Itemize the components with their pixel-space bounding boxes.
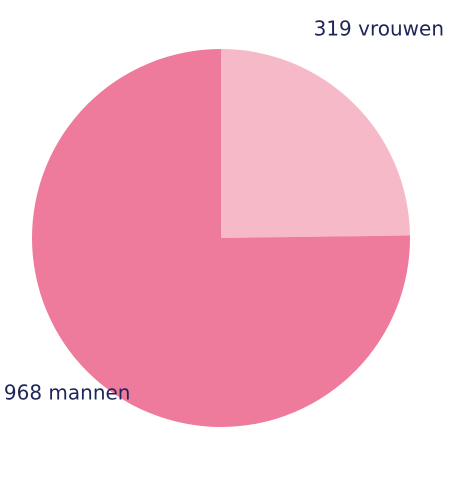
slice-label: 319 vrouwen: [314, 17, 444, 41]
pie-slice: [221, 49, 410, 238]
pie-slice: [32, 49, 411, 427]
slice-label: 968 mannen: [4, 380, 131, 404]
